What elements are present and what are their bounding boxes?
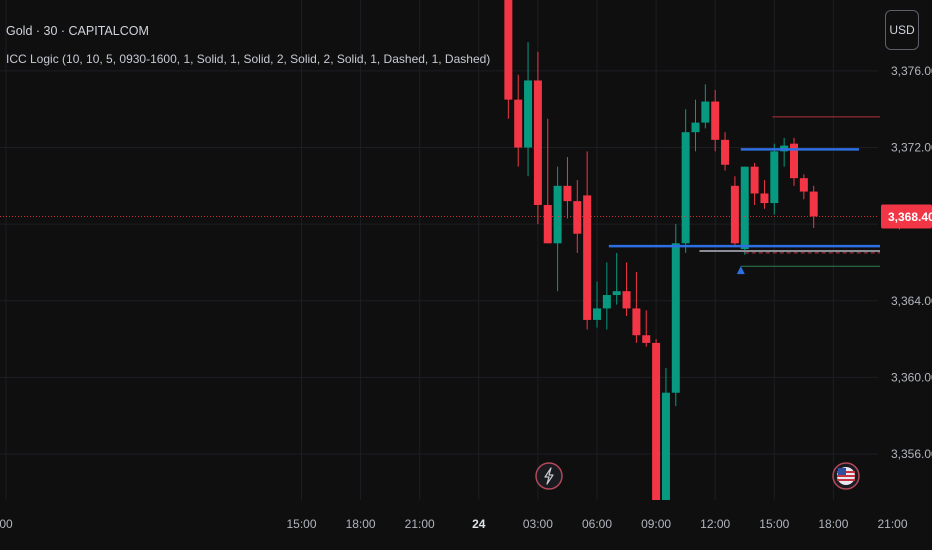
candle-body xyxy=(730,185,739,244)
candle-body xyxy=(740,166,749,250)
candle-up xyxy=(740,166,749,255)
candle-down xyxy=(543,118,552,244)
candle-up xyxy=(671,224,680,407)
candle-up xyxy=(681,109,690,253)
candle-body xyxy=(711,101,720,140)
candle-body xyxy=(681,132,690,244)
candle-down xyxy=(504,0,513,119)
candle-body xyxy=(533,80,542,205)
time-axis[interactable]: 00 15:00 18:00 21:00 24 03:00 06:00 09:00 12:00 1… xyxy=(0,500,932,550)
candle-body xyxy=(583,195,592,320)
price-tick-label: 3,376.00 xyxy=(891,64,932,78)
candle-up xyxy=(593,281,601,328)
candle-up xyxy=(602,262,611,330)
candle-body xyxy=(543,204,552,244)
candle-body xyxy=(691,122,700,133)
candle-body xyxy=(514,99,523,148)
candle-body xyxy=(760,193,769,204)
indicator-overlay: ENTRYBREAK HIGHSL xyxy=(0,116,932,275)
signal-triangle xyxy=(736,266,745,275)
time-tick-label: 15:00 xyxy=(759,517,789,531)
candle-down xyxy=(760,180,769,209)
time-tick-label: 15:00 xyxy=(286,517,316,531)
price-tick-label: 3,360.00 xyxy=(891,370,932,384)
time-tick-label: 21:00 xyxy=(877,517,907,531)
candle-body xyxy=(661,392,670,550)
candle-down xyxy=(563,157,572,219)
candle-down xyxy=(799,174,808,200)
candle-up xyxy=(691,99,700,152)
indicator-legend[interactable]: ICC Logic (10, 10, 5, 0930-1600, 1, Soli… xyxy=(6,52,491,66)
candle-down xyxy=(711,90,720,152)
candle-body xyxy=(770,151,779,204)
candle-body xyxy=(602,295,611,309)
candle-down xyxy=(750,162,759,205)
lightning-event-icon[interactable] xyxy=(535,462,563,490)
candle-up xyxy=(612,252,621,305)
time-tick-label: 12:00 xyxy=(700,517,730,531)
candle-down xyxy=(583,151,592,330)
candle-down xyxy=(721,132,730,171)
time-tick-label: 03:00 xyxy=(523,517,553,531)
candle-down xyxy=(514,74,523,167)
candle-down xyxy=(809,185,818,228)
candle-down xyxy=(790,137,798,186)
time-tick-label: 18:00 xyxy=(818,517,848,531)
candle-body xyxy=(750,166,759,194)
candle-body xyxy=(721,139,730,165)
candle-body xyxy=(622,291,631,309)
candle-down xyxy=(573,180,582,253)
time-tick-label: 24 xyxy=(472,517,486,531)
candle-body xyxy=(642,335,651,343)
candle-body xyxy=(790,143,798,179)
candle-up xyxy=(770,143,779,215)
candle-body xyxy=(504,0,513,100)
candle-down xyxy=(730,176,739,248)
last-price-label: 3,368.40 xyxy=(888,210,932,224)
candle-down xyxy=(622,262,631,317)
symbol-title: Gold · 30 · CAPITALCOM xyxy=(6,24,149,38)
price-axis-background xyxy=(880,0,932,500)
candle-down xyxy=(632,272,641,343)
candle-up xyxy=(524,42,533,177)
candle-up xyxy=(780,137,789,167)
price-tick-label: 3,372.00 xyxy=(891,141,932,155)
time-tick-label: 09:00 xyxy=(641,517,671,531)
chart-icons xyxy=(535,462,860,490)
candle-body xyxy=(612,291,621,296)
candle-body xyxy=(553,185,562,244)
candle-up xyxy=(553,166,562,292)
currency-button[interactable]: USD xyxy=(885,10,919,50)
time-axis-background xyxy=(0,500,932,550)
time-tick-label: 18:00 xyxy=(346,517,376,531)
candle-up xyxy=(701,84,710,129)
candle-body xyxy=(573,201,582,234)
last-price-tag xyxy=(881,204,932,229)
candle-body xyxy=(524,80,533,148)
candle-body xyxy=(809,191,818,217)
us-flag-event-icon[interactable] xyxy=(832,462,860,490)
price-tick-label: 3,356.00 xyxy=(891,447,932,461)
time-tick-label: 06:00 xyxy=(582,517,612,531)
candle-down xyxy=(642,310,651,347)
candle-body xyxy=(563,185,572,202)
price-axis[interactable]: 3,376.003,372.003,368.003,364.003,360.00… xyxy=(880,0,932,500)
time-tick-label: 21:00 xyxy=(405,517,435,531)
candle-body xyxy=(652,342,661,550)
candle-body xyxy=(632,308,641,336)
candle-body xyxy=(593,308,601,320)
candle-down xyxy=(533,51,542,225)
candle-body xyxy=(671,243,680,393)
candle-body xyxy=(701,101,710,123)
candle-body xyxy=(799,178,808,192)
time-tick-label: 00 xyxy=(0,517,13,531)
price-tick-label: 3,364.00 xyxy=(891,294,932,308)
